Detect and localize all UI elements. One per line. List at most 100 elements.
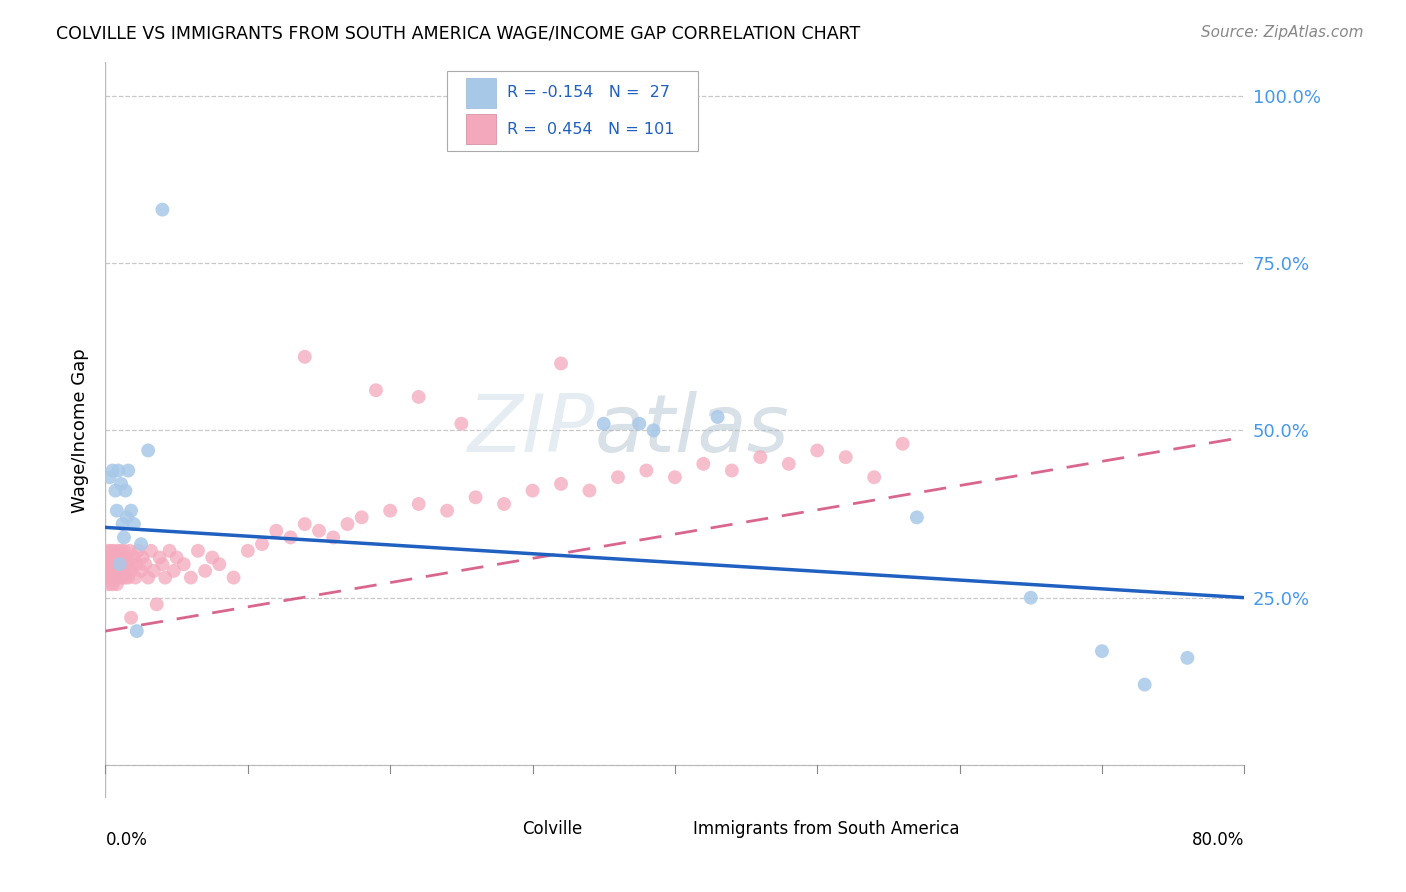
Point xyxy=(436,503,458,517)
Point xyxy=(891,436,914,450)
Text: Source: ZipAtlas.com: Source: ZipAtlas.com xyxy=(1201,25,1364,40)
Point xyxy=(120,503,142,517)
Point xyxy=(152,202,174,217)
Point xyxy=(134,557,156,572)
Point xyxy=(108,557,131,572)
Point xyxy=(107,557,129,572)
Point xyxy=(163,564,186,578)
Point xyxy=(550,476,572,491)
Point xyxy=(378,503,402,517)
Point xyxy=(114,564,136,578)
Point xyxy=(364,383,387,397)
Point xyxy=(155,571,177,585)
Point xyxy=(115,510,138,524)
Point xyxy=(112,543,135,558)
Point xyxy=(110,564,132,578)
Point xyxy=(194,564,217,578)
Point xyxy=(628,417,651,431)
Point xyxy=(905,510,928,524)
Point xyxy=(464,490,486,504)
Point xyxy=(201,550,224,565)
Point xyxy=(173,557,195,572)
Point xyxy=(107,543,129,558)
Point xyxy=(280,530,302,544)
Point xyxy=(100,557,122,572)
Point xyxy=(166,550,188,565)
Point xyxy=(125,557,148,572)
Point xyxy=(294,350,316,364)
Point xyxy=(101,564,124,578)
Point xyxy=(607,470,630,484)
Point xyxy=(98,470,121,484)
Point xyxy=(336,516,359,531)
Point xyxy=(96,571,118,585)
Text: 80.0%: 80.0% xyxy=(1192,831,1244,849)
Point xyxy=(111,550,134,565)
Point xyxy=(101,577,124,591)
Point xyxy=(110,476,132,491)
Point xyxy=(103,543,125,558)
Text: Immigrants from South America: Immigrants from South America xyxy=(693,820,960,838)
Point xyxy=(98,571,121,585)
Point xyxy=(664,470,686,484)
Bar xyxy=(664,818,686,838)
Text: R =  0.454   N = 101: R = 0.454 N = 101 xyxy=(508,121,675,136)
Point xyxy=(117,571,139,585)
Text: atlas: atlas xyxy=(595,392,790,469)
Point xyxy=(294,516,316,531)
Point xyxy=(101,550,124,565)
Point xyxy=(1175,651,1198,665)
Point xyxy=(1019,591,1042,605)
Point xyxy=(100,564,122,578)
Bar xyxy=(492,818,516,838)
Point xyxy=(107,464,129,478)
Point xyxy=(120,564,142,578)
Point xyxy=(139,543,162,558)
Y-axis label: Wage/Income Gap: Wage/Income Gap xyxy=(70,348,89,513)
Point xyxy=(208,557,231,572)
Point xyxy=(142,564,165,578)
Point xyxy=(806,443,828,458)
Text: R = -0.154   N =  27: R = -0.154 N = 27 xyxy=(508,86,671,101)
FancyBboxPatch shape xyxy=(447,71,697,151)
Point xyxy=(104,483,127,498)
Point xyxy=(236,543,259,558)
Point xyxy=(131,550,153,565)
Point xyxy=(692,457,714,471)
Point xyxy=(636,464,658,478)
Point xyxy=(110,543,132,558)
Point xyxy=(550,356,572,371)
Point xyxy=(115,557,138,572)
Point xyxy=(250,537,273,551)
Point xyxy=(112,530,135,544)
Point xyxy=(124,571,146,585)
Point xyxy=(835,450,858,464)
Point xyxy=(152,557,174,572)
Point xyxy=(122,516,145,531)
Point xyxy=(105,550,128,565)
Point xyxy=(105,564,128,578)
Point xyxy=(264,524,288,538)
Point xyxy=(778,457,800,471)
Point xyxy=(103,557,125,572)
Text: Colville: Colville xyxy=(522,820,582,838)
Point xyxy=(122,550,145,565)
Point xyxy=(108,557,131,572)
Point xyxy=(129,537,152,551)
Point xyxy=(720,464,742,478)
Point xyxy=(129,564,152,578)
Point xyxy=(592,417,614,431)
Point xyxy=(492,497,515,511)
Point xyxy=(706,410,728,425)
Point xyxy=(749,450,772,464)
Text: COLVILLE VS IMMIGRANTS FROM SOUTH AMERICA WAGE/INCOME GAP CORRELATION CHART: COLVILLE VS IMMIGRANTS FROM SOUTH AMERIC… xyxy=(56,25,860,43)
Point xyxy=(112,557,135,572)
Point xyxy=(101,464,124,478)
Bar xyxy=(467,78,496,108)
Point xyxy=(98,564,121,578)
Point xyxy=(111,571,134,585)
Point xyxy=(96,557,118,572)
Point xyxy=(97,577,120,591)
Point xyxy=(114,483,136,498)
Point xyxy=(104,557,127,572)
